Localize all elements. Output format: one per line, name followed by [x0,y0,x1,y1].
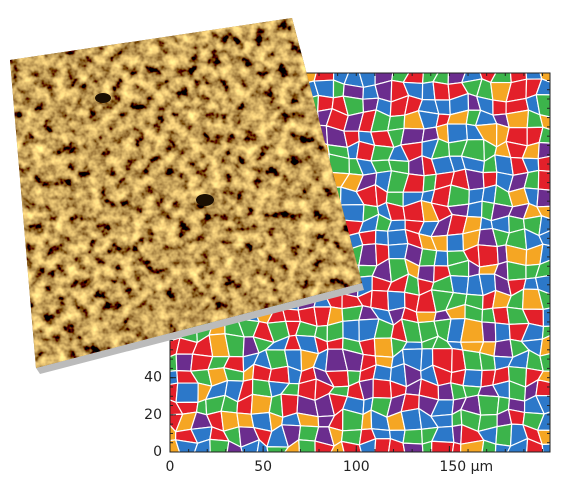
grain [161,383,178,402]
grain [558,384,562,398]
grain [555,455,562,474]
x-tick-label: 0 [166,459,175,475]
grain [433,82,450,100]
grain [373,379,391,398]
grain [478,395,499,415]
grain [553,426,562,444]
grain [447,234,463,252]
grain [176,440,198,462]
grain [506,455,529,477]
grain [526,68,542,79]
grain [407,457,424,476]
grain [417,455,436,476]
grain [388,230,408,246]
grain [251,394,272,414]
grain [176,383,198,402]
x-tick-label: 150 µm [439,459,493,475]
grain [553,144,562,161]
grain [359,230,376,245]
grain [283,309,301,322]
grain [526,461,544,477]
grain [558,371,562,386]
grain [374,458,389,474]
grain [495,444,511,462]
grain [478,245,498,267]
grain [495,323,510,342]
grain [554,125,562,145]
grain [496,424,512,446]
grain [495,455,508,477]
y-tick-label: 40 [144,370,162,386]
grain [554,245,562,263]
grain [403,429,422,444]
grain [538,170,553,190]
grain [482,322,496,342]
grain [182,454,194,476]
grain [556,274,562,297]
y-tick-label: 0 [153,444,162,460]
grain [554,259,562,275]
grain [374,439,390,461]
grain [553,156,562,172]
grain [176,354,192,371]
grain [373,365,391,381]
grain [401,409,421,431]
grain [227,454,245,476]
x-tick-label: 100 [343,459,370,475]
grain [194,454,210,474]
grain [450,276,468,295]
y-tick-label: 20 [144,407,162,423]
grain [551,396,562,412]
grain [465,169,484,190]
grain [554,229,562,247]
grain [552,201,562,222]
grain [434,251,448,266]
grain [553,68,562,85]
grain [403,443,423,462]
grain [374,338,393,357]
grain [538,156,553,172]
grain [281,455,299,475]
grain [556,307,562,326]
grain [539,127,557,143]
grain [372,429,391,439]
x-tick-label: 50 [254,459,272,475]
grain [387,461,409,473]
grain [551,190,562,206]
grain [553,85,562,96]
grain [376,230,389,245]
grain [432,441,454,461]
grain [554,322,562,337]
grain [556,296,562,307]
grain [508,409,524,424]
grain [267,447,288,460]
grain [551,409,562,430]
grain [210,439,229,456]
grain [299,440,315,455]
grain [493,100,506,115]
grain [555,442,562,458]
grain [315,455,326,477]
grain [551,171,562,192]
grain [552,219,562,231]
grain [461,319,484,343]
figure: 0 50 100 150 µm 0 20 40 [0,0,562,477]
grain [551,95,562,117]
grain [536,380,559,396]
grain [463,369,482,387]
grain [208,454,229,473]
grain [554,334,562,353]
grain [298,455,315,475]
grain [269,366,290,383]
grain [467,201,482,217]
grain [554,351,562,371]
grain [538,455,557,472]
grain [551,116,562,131]
